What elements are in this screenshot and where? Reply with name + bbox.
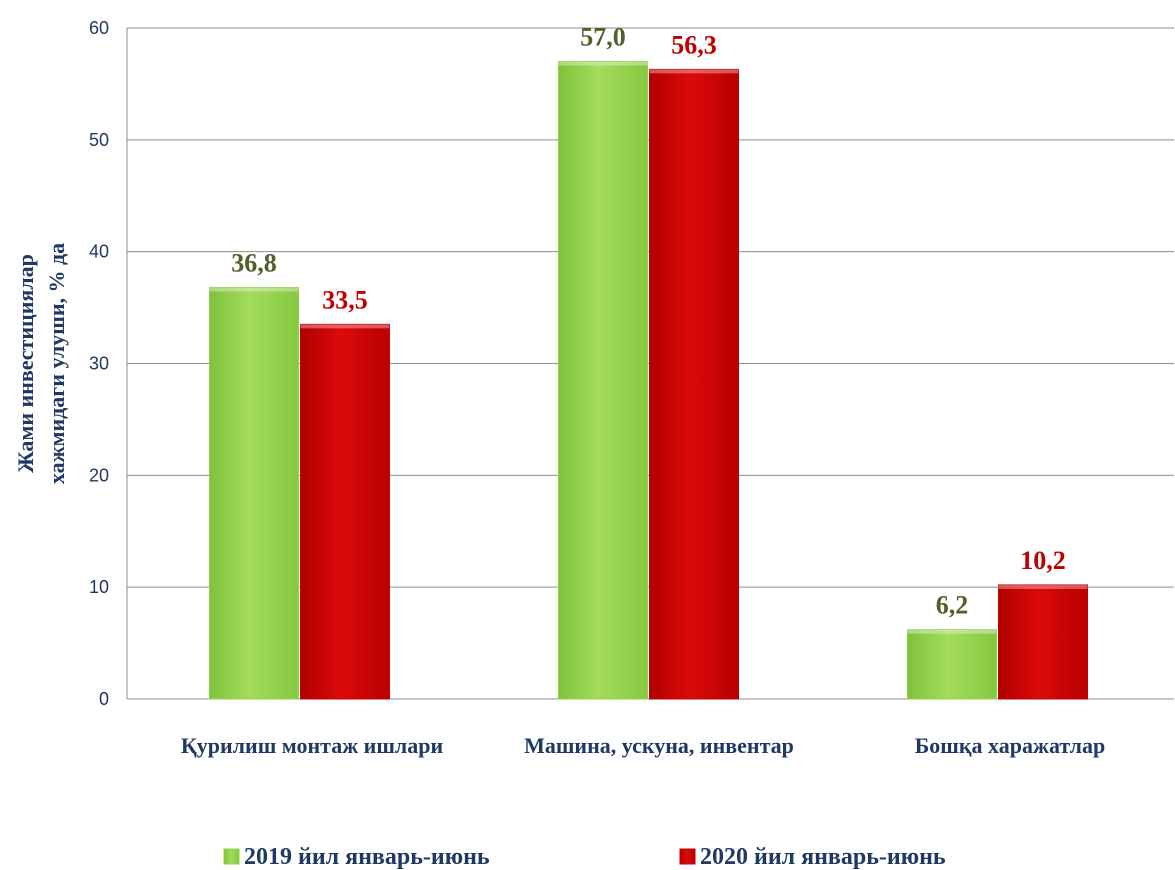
data-label: 6,2 [936,591,969,620]
bar-highlight [998,584,1088,589]
bar [558,61,648,700]
data-label: 10,2 [1020,546,1066,575]
y-axis-title-line: хажмидаги улуши, % да [44,243,69,484]
y-tick-label: 10 [89,577,109,597]
bar-highlight [649,69,739,74]
data-label: 33,5 [322,285,368,314]
legend-label: 2020 йил январь-июнь [700,844,946,870]
legend-swatch [223,848,240,865]
labels-layer: 36,8 33,5 57,0 56,3 6,2 10,2 [231,23,1066,620]
x-tick-label: Қурилиш монтаж ишлари [181,733,444,758]
y-tick-label: 60 [89,18,109,38]
legend: 2019 йил январь-июнь 2020 йил январь-июнь [223,844,946,870]
y-tick-label: 20 [89,465,109,485]
bar [300,323,390,700]
bar-highlight [300,324,390,329]
y-tick-label: 0 [99,689,109,709]
bar-highlight [558,61,648,66]
data-label: 36,8 [231,248,277,277]
x-tick-label: Машина, ускуна, инвентар [524,733,794,758]
y-tick-label: 30 [89,354,109,374]
y-axis-title-line: Жами инвестициялар [13,254,38,473]
y-tick-label: 50 [89,130,109,150]
bar-highlight [907,629,997,634]
legend-label: 2019 йил январь-июнь [244,844,490,870]
axis-layer: 0 10 20 30 40 50 60 Жами инвестициялар хажмидаги… [13,18,1105,758]
data-label: 57,0 [580,23,626,52]
bar [907,629,997,700]
x-tick-label: Бошқа харажатлар [915,733,1105,758]
bars-layer [209,61,1088,700]
bar-highlight [209,287,299,292]
data-label: 56,3 [671,30,717,59]
bar [649,68,739,700]
y-tick-label: 40 [89,242,109,262]
bar [998,584,1088,700]
bar [209,286,299,700]
legend-swatch [679,848,696,865]
